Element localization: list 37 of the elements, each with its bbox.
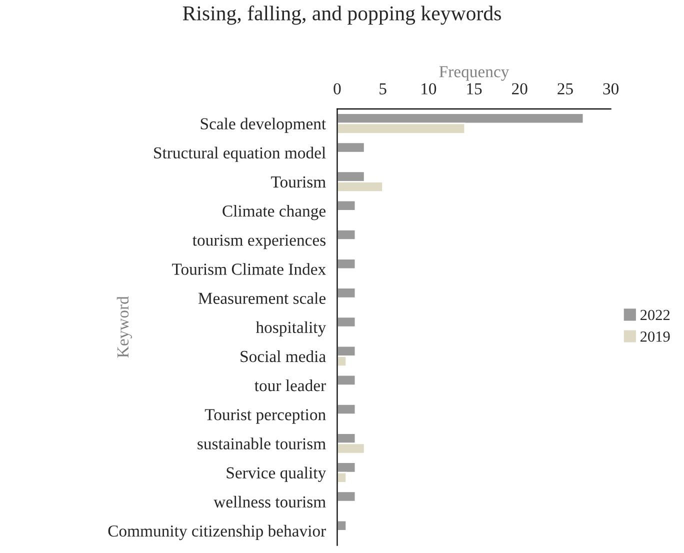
y-tick-label: hospitality [256,321,326,336]
y-tick-label: Tourism [271,176,326,188]
legend-label: 2019 [640,331,670,342]
x-tick-label: 0 [334,83,341,94]
x-tick-label: 25 [558,83,573,94]
bar [337,200,356,212]
y-tick-label: Tourism Climate Index [172,263,326,275]
chart-title: Rising, falling, and popping keywords [182,6,501,25]
x-tick-label: 15 [467,83,482,94]
y-tick-label: Community citizenship behavior [108,524,326,540]
bar [337,374,356,386]
y-tick-label: Measurement scale [198,292,326,304]
y-tick-label: wellness tourism [214,496,326,508]
y-tick-label: tour leader [254,379,326,392]
x-tick-label: 10 [422,83,436,94]
y-tick-label: Service quality [226,466,326,482]
y-axis-title: Keyword [116,296,132,358]
x-axis-title: Frequency [439,66,510,81]
bar [337,316,356,328]
bar [337,403,356,416]
y-tick-label: tourism experiences [192,234,326,250]
y-tick-label: Structural equation model [154,146,326,162]
bar [337,490,356,502]
y-tick-label: Climate change [222,204,326,220]
bar [337,520,348,532]
y-tick-label: Social media [240,350,326,362]
bar [337,258,356,270]
legend-label: 2022 [640,310,670,320]
y-tick-label: sustainable tourism [198,438,326,450]
bar [337,142,366,154]
x-tick-label: 30 [603,83,619,94]
y-tick-label: Tourist perception [204,409,326,424]
x-tick-label: 5 [380,83,386,94]
x-tick-label: 20 [512,83,528,94]
y-tick-label: Scale development [200,118,326,133]
bar [337,228,356,241]
bar [337,287,356,299]
